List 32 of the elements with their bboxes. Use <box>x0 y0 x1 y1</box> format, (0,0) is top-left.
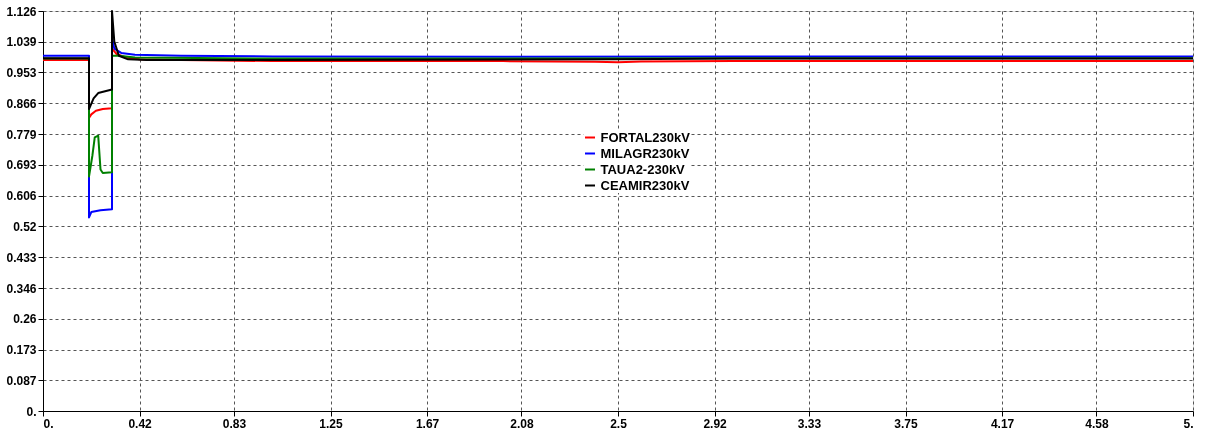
x-tick-label: 2.92 <box>703 416 728 431</box>
x-tick-label: 3.33 <box>797 416 822 431</box>
y-tick-label: 0.346 <box>6 281 37 296</box>
y-tick-label: 0.953 <box>6 65 37 80</box>
y-tick-label: 0.173 <box>6 343 37 358</box>
x-tick-label: 0.83 <box>222 416 247 431</box>
x-tick-label: 0.42 <box>128 416 153 431</box>
y-tick-label: 1.039 <box>6 35 37 50</box>
y-tick-label: 0.52 <box>13 219 37 234</box>
y-tick-label: 0.779 <box>6 127 37 142</box>
y-tick-label: 0.693 <box>6 158 37 173</box>
y-tick-label: 0. <box>26 404 37 419</box>
x-tick-label: 1.25 <box>319 416 343 431</box>
legend-label: TAUA2-230kV <box>600 161 686 177</box>
x-tick-label: 3.75 <box>894 416 918 431</box>
x-tick-label: 4.58 <box>1085 416 1109 431</box>
legend-label: MILAGR230kV <box>600 145 690 161</box>
line-series <box>42 54 1194 178</box>
x-tick-label: 1.67 <box>415 416 440 431</box>
legend-label: FORTAL230kV <box>600 129 691 145</box>
legend-label: CEAMIR230kV <box>600 177 690 193</box>
y-tick-label: 0.606 <box>6 189 37 204</box>
y-tick-label: 1.126 <box>6 4 37 19</box>
y-tick-label: 0.26 <box>13 312 37 327</box>
x-tick-label: 4.17 <box>990 416 1015 431</box>
y-tick-label: 0.433 <box>6 250 37 265</box>
y-tick-label: 0.866 <box>6 96 37 111</box>
x-tick-label: 2.5 <box>610 416 628 431</box>
y-tick-label: 0.087 <box>6 373 37 388</box>
x-tick-label: 0. <box>43 416 54 431</box>
x-tick-label: 5. <box>1183 416 1194 431</box>
x-tick-label: 2.08 <box>510 416 534 431</box>
